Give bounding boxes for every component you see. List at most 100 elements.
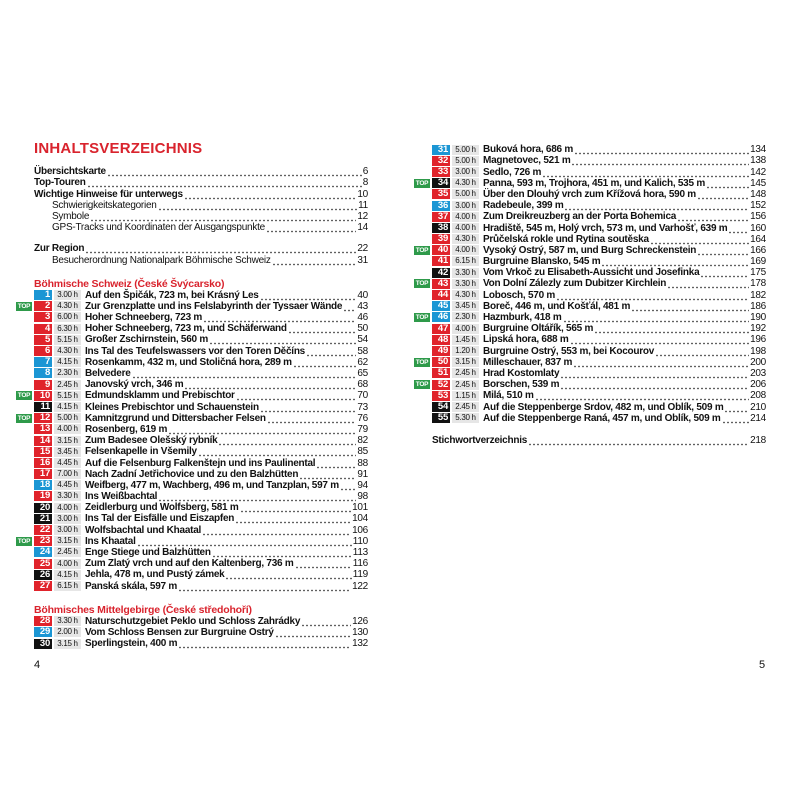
entry-page: 10 — [357, 188, 368, 200]
tour-title: Auf die Steppenberge Raná, 457 m, und Ob… — [483, 412, 721, 424]
tour-number-badge: 5 — [34, 334, 52, 345]
toc-entry-index[interactable]: Stichwortverzeichnis 218 — [414, 435, 766, 446]
toc-entry[interactable]: Zur Region 22 — [16, 243, 368, 255]
tour-entry[interactable]: 4 6.30 h Hoher Schneeberg, 723 m, und Schä… — [16, 323, 368, 335]
tour-entry[interactable]: 8 2.30 h Belvedere 65 — [16, 368, 368, 379]
tour-entry[interactable]: 36 3.00 h Radebeule, 399 m 152 — [414, 200, 766, 212]
tour-title: Zeidlerburg und Wolfsberg, 581 m — [85, 502, 239, 514]
tour-entry[interactable]: 54 2.45 h Auf die Steppenberge Srdov, 482 … — [414, 401, 766, 413]
dot-leader — [573, 147, 750, 156]
tour-page: 58 — [357, 345, 368, 357]
tour-entry[interactable]: 33 3.00 h Sedlo, 726 m 142 — [414, 166, 766, 178]
tour-entry[interactable]: 20 4.00 h Zeidlerburg und Wolfsberg, 581 m… — [16, 502, 368, 514]
tour-entry[interactable]: TOP 43 3.30 h Von Dolní Zálezly zum Dubitze… — [414, 278, 766, 290]
tour-entry[interactable]: 30 3.15 h Sperlingstein, 400 m 132 — [16, 638, 368, 650]
tour-entry[interactable]: 38 4.00 h Hradiště, 545 m, Holý vrch, 573 … — [414, 222, 766, 234]
top-badge-empty — [414, 235, 430, 244]
tour-title: Enge Stiege und Balzhütten — [85, 547, 211, 558]
top-badge-empty — [16, 559, 32, 568]
tour-entry[interactable]: 28 3.30 h Naturschutzgebiet Peklo und Schl… — [16, 616, 368, 627]
tour-entry[interactable]: 45 3.45 h Boreč, 446 m, und Košťál, 481 m 1… — [414, 301, 766, 312]
tour-entry[interactable]: 25 4.00 h Zum Zlatý vrch und auf den Kalte… — [16, 558, 368, 570]
tour-entry[interactable]: 39 4.30 h Průčelská rokle und Rytina soutě… — [414, 234, 766, 245]
tour-entry[interactable]: 15 3.45 h Felsenkapelle in Všemily 85 — [16, 446, 368, 458]
tour-entry[interactable]: 35 5.00 h Über den Dlouhý vrch zum Křížová… — [414, 189, 766, 200]
tour-entry[interactable]: TOP 34 4.30 h Panna, 593 m, Trojhora, 451 m… — [414, 178, 766, 189]
toc-entry[interactable]: Übersichtskarte 6 — [16, 166, 368, 178]
tour-title: Vom Vrkoč zu Elisabeth-Aussicht und Jose… — [483, 267, 700, 279]
tour-duration: 6.15 h — [54, 580, 81, 591]
tour-number-badge: 44 — [432, 290, 450, 301]
top-badge-empty — [414, 190, 430, 199]
tour-title: Vysoký Ostrý, 587 m, und Burg Schreckens… — [483, 244, 697, 256]
tour-entry[interactable]: TOP 40 4.00 h Vysoký Ostrý, 587 m, und Burg… — [414, 245, 766, 256]
tour-entry[interactable]: 6 4.30 h Ins Tal des Teufelswassers vor de… — [16, 345, 368, 357]
tour-number-badge: 49 — [432, 345, 450, 356]
tour-entry[interactable]: 29 2.00 h Vom Schloss Bensen zur Burgruine… — [16, 627, 368, 638]
entry-title: Wichtige Hinweise für unterwegs — [34, 188, 183, 200]
tour-entry[interactable]: TOP 46 2.30 h Hazmburk, 418 m 190 — [414, 312, 766, 323]
tour-number-badge: 46 — [432, 312, 450, 323]
toc-entry[interactable]: Top-Touren 8 — [16, 177, 368, 189]
tour-entry[interactable]: 48 1.45 h Lipská hora, 688 m 196 — [414, 334, 766, 346]
top-badge-empty — [414, 324, 430, 333]
tour-entry[interactable]: TOP 50 3.15 h Milleschauer, 837 m 200 — [414, 357, 766, 368]
tour-entry[interactable]: TOP 23 3.15 h Ins Khaatal 110 — [16, 536, 368, 547]
tour-number-badge: 8 — [34, 368, 52, 379]
top-badge: TOP — [414, 245, 430, 255]
tour-entry[interactable]: TOP 2 4.30 h Zur Grenzplatte und ins Felsla… — [16, 301, 368, 312]
tour-entry[interactable]: 27 6.15 h Panská skála, 597 m 122 — [16, 580, 368, 592]
top-badge-empty — [16, 291, 32, 300]
tour-entry[interactable]: 31 5.00 h Buková hora, 686 m 134 — [414, 144, 766, 156]
tour-entry[interactable]: 14 3.15 h Zum Badesee Olešský rybník 82 — [16, 435, 368, 447]
toc-entry[interactable]: GPS-Tracks und Koordinaten der Ausgangsp… — [16, 222, 368, 234]
tour-title: Burgruine Blansko, 545 m — [483, 256, 601, 268]
dot-leader — [235, 393, 357, 402]
tour-entry[interactable]: 47 4.00 h Burgruine Oltářík, 565 m 192 — [414, 323, 766, 335]
tour-entry[interactable]: 41 6.15 h Burgruine Blansko, 545 m 169 — [414, 256, 766, 268]
tour-entry[interactable]: 55 5.30 h Auf die Steppenberge Raná, 457 m… — [414, 413, 766, 424]
tour-duration: 4.00 h — [54, 502, 81, 513]
toc-entry[interactable]: Wichtige Hinweise für unterwegs 10 — [16, 188, 368, 200]
tour-entry[interactable]: TOP 52 2.45 h Borschen, 539 m 206 — [414, 379, 766, 391]
tour-entry[interactable]: 51 2.45 h Hrad Kostomlaty 203 — [414, 368, 766, 379]
tour-entry[interactable]: 3 6.00 h Hoher Schneeberg, 723 m 46 — [16, 312, 368, 324]
tour-duration: 3.15 h — [452, 357, 479, 368]
tour-entry[interactable]: 5 5.15 h Großer Zschirnstein, 560 m 54 — [16, 334, 368, 346]
tour-entry[interactable]: 16 4.45 h Auf die Felsenburg Falkenštejn u… — [16, 457, 368, 469]
entry-title: Übersichtskarte — [34, 166, 106, 178]
tour-duration: 2.45 h — [54, 547, 81, 558]
tour-entry[interactable]: 11 4.15 h Kleines Prebischtor und Schauens… — [16, 401, 368, 413]
tour-entry[interactable]: 42 3.30 h Vom Vrkoč zu Elisabeth-Aussicht … — [414, 267, 766, 279]
tour-entry[interactable]: 7 4.15 h Rosenkamm, 432 m, und Stoličná ho… — [16, 357, 368, 368]
tour-entry[interactable]: 26 4.15 h Jehla, 478 m, und Pustý zámek 119 — [16, 569, 368, 581]
tour-entry[interactable]: TOP 10 5.15 h Edmundsklamm und Prebischtor 7… — [16, 390, 368, 402]
tour-entry[interactable]: 24 2.45 h Enge Stiege und Balzhütten 113 — [16, 547, 368, 558]
tour-title: Hoher Schneeberg, 723 m — [85, 312, 203, 324]
toc-entry[interactable]: Schwierigkeitskategorien 11 — [16, 200, 368, 211]
dot-leader — [339, 482, 357, 491]
toc-entry[interactable]: Symbole 12 — [16, 211, 368, 222]
tour-entry[interactable]: 53 1.15 h Milá, 510 m 208 — [414, 390, 766, 402]
dot-leader — [239, 505, 352, 514]
tour-title: Ins Tal des Teufelswassers vor den Toren… — [85, 345, 305, 357]
tour-number-badge: 38 — [432, 222, 450, 233]
tour-entry[interactable]: 9 2.45 h Janovský vrch, 346 m 68 — [16, 379, 368, 391]
tour-entry[interactable]: 18 4.45 h Weifberg, 477 m, Wachberg, 496 m… — [16, 480, 368, 491]
toc-entry[interactable]: Besucherordnung Nationalpark Böhmische S… — [16, 254, 368, 266]
tour-entry[interactable]: 22 3.00 h Wolfsbachtal und Khaatal 106 — [16, 524, 368, 536]
tour-number-badge: 20 — [34, 502, 52, 513]
tour-entry[interactable]: 32 5.00 h Magnetovec, 521 m 138 — [414, 155, 766, 167]
tour-entry[interactable]: 13 4.00 h Rosenberg, 619 m 79 — [16, 424, 368, 435]
tour-entry[interactable]: 37 4.00 h Zum Dreikreuzberg an der Porta B… — [414, 211, 766, 223]
tour-entry[interactable]: 19 3.30 h Ins Weißbachtal 98 — [16, 491, 368, 503]
tour-entry[interactable]: 21 3.00 h Ins Tal der Eisfälle und Eiszapf… — [16, 513, 368, 525]
top-badge-empty — [414, 145, 430, 154]
tour-entry[interactable]: 17 7.00 h Nach Zadní Jetřichovice und zu d… — [16, 469, 368, 480]
tour-entry[interactable]: 1 3.00 h Auf den Špičák, 723 m, bei Krásný… — [16, 290, 368, 301]
tour-entry[interactable]: 44 4.30 h Lobosch, 570 m 182 — [414, 289, 766, 301]
tour-entry[interactable]: 49 1.20 h Burgruine Ostrý, 553 m, bei Koco… — [414, 345, 766, 357]
tour-entry[interactable]: TOP 12 5.00 h Kamnitzgrund und Dittersbache… — [16, 413, 368, 424]
tour-duration: 4.15 h — [54, 569, 81, 580]
top-badge-empty — [16, 570, 32, 579]
